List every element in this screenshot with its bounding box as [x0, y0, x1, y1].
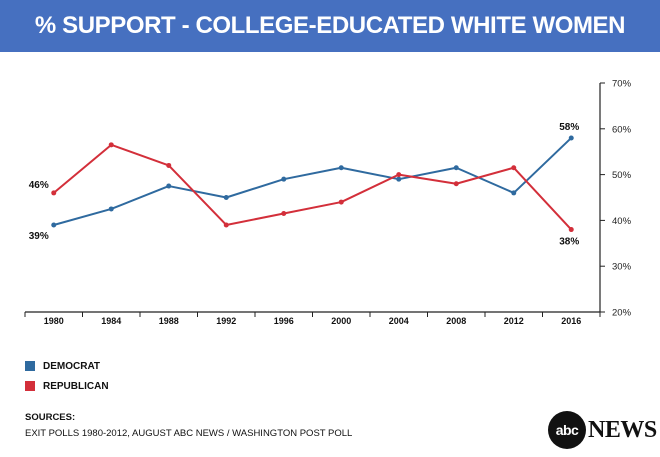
legend-swatch-republican	[25, 381, 35, 391]
data-label-democrat-2016: 58%	[559, 122, 579, 133]
header-bar: % SUPPORT - COLLEGE-EDUCATED WHITE WOMEN	[0, 0, 660, 52]
y-tick-label: 20%	[612, 308, 632, 319]
data-point-republican	[453, 181, 459, 187]
x-tick-label: 2012	[504, 316, 524, 326]
data-point-republican	[51, 190, 57, 196]
x-tick-label: 1980	[44, 316, 64, 326]
y-tick-label: 60%	[612, 124, 632, 135]
legend-label-republican: REPUBLICAN	[43, 380, 109, 392]
sources-label: SOURCES:	[25, 412, 76, 423]
abc-logo-text: NEWS	[588, 416, 657, 443]
x-tick-label: 2004	[389, 316, 409, 326]
y-tick-label: 70%	[612, 79, 632, 90]
data-point-democrat	[281, 176, 287, 182]
x-tick-label: 1992	[216, 316, 236, 326]
data-point-republican	[338, 199, 344, 205]
data-point-democrat	[511, 190, 517, 196]
x-tick-label: 2016	[561, 316, 581, 326]
data-point-republican	[568, 227, 574, 233]
data-label-republican-2016: 38%	[559, 237, 579, 248]
abc-news-logo: abc NEWS	[548, 411, 657, 449]
x-tick-label: 1988	[159, 316, 179, 326]
legend-item-democrat: DEMOCRAT	[25, 356, 109, 376]
data-point-democrat	[223, 195, 229, 200]
data-point-democrat	[51, 222, 57, 228]
y-tick-label: 30%	[612, 262, 632, 273]
data-point-democrat	[453, 165, 459, 171]
data-point-republican	[166, 162, 172, 168]
data-point-democrat	[166, 183, 172, 189]
data-point-republican	[396, 172, 402, 178]
x-tick-label: 1996	[274, 316, 294, 326]
sources-text: EXIT POLLS 1980-2012, AUGUST ABC NEWS / …	[25, 428, 353, 439]
sources: SOURCES: EXIT POLLS 1980-2012, AUGUST AB…	[25, 410, 352, 442]
data-point-democrat	[568, 135, 574, 141]
x-tick-label: 2008	[446, 316, 466, 326]
abc-logo-mark: abc	[548, 411, 586, 449]
data-label-democrat-1980: 39%	[29, 231, 49, 242]
data-point-republican	[223, 222, 229, 228]
legend-item-republican: REPUBLICAN	[25, 376, 109, 396]
line-chart: 1980 1984 1988 1992 1996 2000 2004 2008 2012 2016…	[24, 79, 632, 326]
data-point-democrat	[396, 176, 402, 182]
data-point-democrat	[108, 206, 114, 212]
data-label-republican-1980: 46%	[29, 180, 49, 191]
legend: DEMOCRAT REPUBLICAN	[25, 356, 109, 396]
series-line-republican	[53, 143, 572, 231]
legend-swatch-democrat	[25, 361, 35, 371]
legend-label-democrat: DEMOCRAT	[43, 360, 101, 372]
data-point-democrat	[338, 165, 344, 171]
x-tick-label: 2000	[331, 316, 351, 326]
chart-title: % SUPPORT - COLLEGE-EDUCATED WHITE WOMEN	[34, 12, 626, 39]
data-point-republican	[511, 165, 517, 171]
series-line-democrat	[53, 137, 572, 226]
y-tick-label: 40%	[612, 216, 632, 227]
x-tick-label: 1984	[101, 316, 121, 326]
data-point-republican	[281, 211, 287, 217]
y-tick-label: 50%	[612, 170, 632, 181]
data-point-republican	[108, 142, 114, 148]
